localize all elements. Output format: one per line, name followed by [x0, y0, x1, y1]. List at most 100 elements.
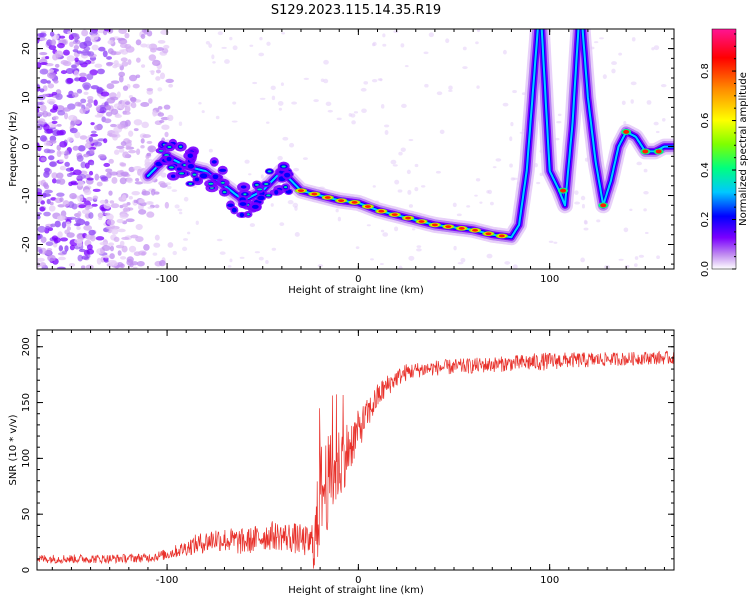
noise-blob: [55, 93, 63, 100]
noise-blob: [37, 225, 46, 233]
noise-blob: [80, 265, 86, 269]
noise-blob-faint: [596, 219, 601, 223]
noise-blob: [90, 122, 95, 126]
blob-core: [266, 194, 271, 197]
noise-blob-faint: [270, 203, 274, 207]
noise-blob-faint: [219, 251, 226, 255]
noise-blob-faint: [393, 30, 399, 34]
noise-blob-faint: [512, 90, 517, 94]
noise-blob: [41, 193, 51, 197]
noise-blob: [92, 188, 101, 192]
noise-blob: [73, 223, 81, 227]
noise-blob-faint: [400, 43, 405, 48]
noise-blob: [48, 205, 56, 212]
noise-blob: [140, 101, 150, 107]
noise-blob: [107, 259, 117, 264]
noise-blob: [39, 32, 47, 38]
noise-blob: [59, 141, 68, 148]
noise-blob-faint: [593, 41, 599, 44]
noise-blob-faint: [335, 208, 339, 213]
noise-blob-faint: [400, 147, 406, 152]
noise-blob: [142, 134, 152, 138]
noise-blob: [72, 48, 79, 53]
noise-blob-faint: [249, 223, 255, 228]
noise-blob: [37, 261, 41, 268]
noise-blob: [65, 221, 71, 227]
noise-blob: [128, 245, 137, 253]
noise-blob: [146, 152, 151, 157]
noise-blob: [122, 203, 129, 208]
noise-blob: [77, 174, 86, 180]
noise-blob: [106, 56, 112, 60]
noise-blob: [135, 74, 141, 79]
noise-blob-faint: [512, 264, 518, 269]
noise-blob: [45, 55, 50, 60]
noise-blob: [113, 103, 122, 109]
noise-blob: [81, 255, 89, 260]
noise-blob: [127, 59, 132, 66]
noise-blob: [152, 61, 159, 65]
noise-blob: [121, 194, 127, 201]
noise-blob: [62, 107, 71, 112]
noise-blob-faint: [574, 201, 581, 205]
noise-blob-faint: [636, 161, 643, 166]
noise-blob: [130, 96, 137, 103]
noise-blob-faint: [183, 238, 189, 241]
noise-blob: [37, 118, 46, 125]
noise-blob-faint: [618, 258, 624, 261]
noise-blob-faint: [583, 227, 589, 231]
noise-blob: [74, 131, 81, 139]
noise-blob: [46, 112, 52, 117]
snr-ytick-label: 0: [21, 567, 32, 573]
noise-blob: [97, 212, 104, 218]
noise-blob: [104, 212, 111, 216]
blob-core: [243, 193, 247, 196]
noise-blob-faint: [320, 78, 325, 83]
noise-blob-faint: [178, 121, 183, 127]
noise-blob: [96, 181, 103, 187]
blob-mid: [231, 207, 237, 213]
noise-blob: [119, 263, 125, 269]
noise-blob: [40, 157, 46, 162]
noise-blob-faint: [337, 216, 341, 222]
noise-blob-faint: [379, 262, 384, 266]
noise-blob: [128, 166, 135, 173]
noise-blob: [100, 176, 109, 181]
noise-blob: [54, 220, 61, 228]
noise-blob: [91, 203, 98, 207]
noise-blob: [143, 244, 150, 251]
noise-blob-faint: [536, 181, 541, 185]
noise-blob-faint: [411, 228, 416, 231]
blob-mid: [239, 202, 247, 206]
noise-blob: [157, 106, 163, 110]
blob-mid: [274, 189, 279, 195]
noise-blob-faint: [372, 185, 376, 188]
noise-blob: [52, 115, 59, 120]
noise-blob: [103, 138, 108, 144]
snr-xtick-label: 100: [540, 575, 559, 586]
noise-blob: [84, 205, 90, 211]
noise-blob: [45, 142, 53, 146]
noise-blob: [110, 108, 119, 115]
noise-blob-faint: [462, 66, 468, 70]
noise-blob: [59, 197, 64, 203]
spectrogram-ytick-label: 10: [21, 91, 32, 104]
noise-blob: [56, 266, 66, 269]
noise-blob: [76, 240, 83, 247]
noise-blob-faint: [265, 260, 269, 264]
blob-mid: [194, 177, 200, 182]
noise-blob-faint: [456, 213, 462, 217]
noise-blob-faint: [313, 99, 319, 103]
noise-blob-faint: [623, 121, 627, 125]
noise-blob: [77, 254, 83, 262]
noise-blob: [109, 245, 115, 252]
noise-blob: [159, 119, 165, 124]
noise-blob-faint: [406, 169, 411, 175]
noise-blob: [45, 241, 54, 247]
noise-blob: [150, 188, 156, 196]
noise-blob-faint: [160, 51, 164, 55]
noise-blob: [69, 193, 77, 200]
blob-mid: [155, 161, 163, 167]
noise-blob: [109, 171, 119, 176]
noise-blob: [86, 177, 94, 181]
